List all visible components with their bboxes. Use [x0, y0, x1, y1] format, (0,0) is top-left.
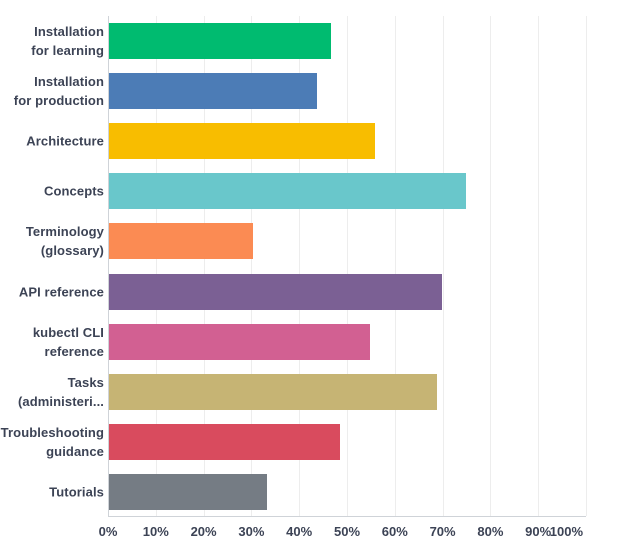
gridline	[299, 16, 300, 516]
bar-tutorials	[109, 473, 268, 510]
category-label-line: guidance	[46, 443, 104, 459]
bar-api-reference	[109, 273, 443, 310]
gridline	[204, 16, 205, 516]
x-tick-label: 90%	[525, 524, 552, 539]
category-label-api-reference: API reference	[0, 282, 104, 301]
x-tick-label: 80%	[477, 524, 504, 539]
category-label-tutorials: Tutorials	[0, 482, 104, 501]
category-label-line: Terminology	[25, 224, 104, 240]
gridline	[538, 16, 539, 516]
x-axis: 0% 10% 20% 30% 40% 50% 60% 70% 80% 90% 100%	[99, 524, 586, 544]
x-tick-label: 60%	[381, 524, 408, 539]
x-tick-label: 70%	[429, 524, 456, 539]
category-label-line: (glossary)	[40, 243, 104, 259]
category-label-concepts: Concepts	[0, 182, 104, 201]
category-label-line: Installation	[34, 74, 104, 90]
category-label-line: (administeri...	[17, 393, 104, 409]
category-label-installation-for-production: Installation for production	[0, 72, 104, 110]
bar-troubleshooting-guidance	[109, 423, 341, 460]
gridline	[443, 16, 444, 516]
category-label-installation-for-learning: Installation for learning	[0, 22, 104, 60]
category-label-line: Concepts	[43, 183, 104, 199]
gridline	[251, 16, 252, 516]
category-label-line: Tasks	[67, 374, 104, 390]
category-label-line: reference	[44, 343, 104, 359]
bar-kubectl-cli-reference	[109, 323, 370, 360]
category-label-terminology-glossary: Terminology (glossary)	[0, 222, 104, 260]
category-label-architecture: Architecture	[0, 132, 104, 151]
x-tick-label: 40%	[286, 524, 313, 539]
category-labels: Installation for learning Installation for …	[0, 0, 104, 517]
bar-architecture	[109, 123, 375, 160]
x-tick-label: 50%	[333, 524, 361, 539]
category-label-tasks-administering: Tasks (administeri...	[0, 373, 104, 411]
gridline	[347, 16, 348, 516]
category-label-line: Installation	[34, 24, 104, 39]
bar-terminology-glossary	[109, 223, 254, 260]
category-label-kubectl-cli-reference: kubectl CLI reference	[0, 323, 104, 361]
x-tick-label: 30%	[238, 524, 265, 539]
category-label-line: for learning	[31, 43, 104, 58]
category-label-line: API reference	[18, 284, 104, 299]
bar-concepts	[109, 173, 466, 210]
category-label-line: Troubleshooting	[0, 424, 104, 440]
x-tick-label: 10%	[142, 524, 169, 539]
gridline	[586, 16, 587, 516]
gridline	[490, 16, 491, 516]
gridline	[395, 16, 396, 516]
bar-installation-for-production	[109, 73, 318, 110]
category-label-line: Tutorials	[49, 484, 104, 500]
category-label-troubleshooting-guidance: Troubleshooting guidance	[0, 423, 104, 461]
category-label-line: kubectl CLI	[32, 324, 104, 340]
category-label-line: for production	[13, 93, 104, 109]
bar-tasks-administering	[109, 373, 437, 410]
x-tick-label: 20%	[190, 524, 217, 539]
x-tick-label: 100%	[549, 524, 583, 539]
gridline	[156, 16, 157, 516]
bar-installation-for-learning	[109, 23, 331, 59]
plot-area	[108, 16, 587, 517]
x-tick-label: 0%	[98, 524, 118, 539]
category-label-line: Architecture	[26, 133, 104, 149]
